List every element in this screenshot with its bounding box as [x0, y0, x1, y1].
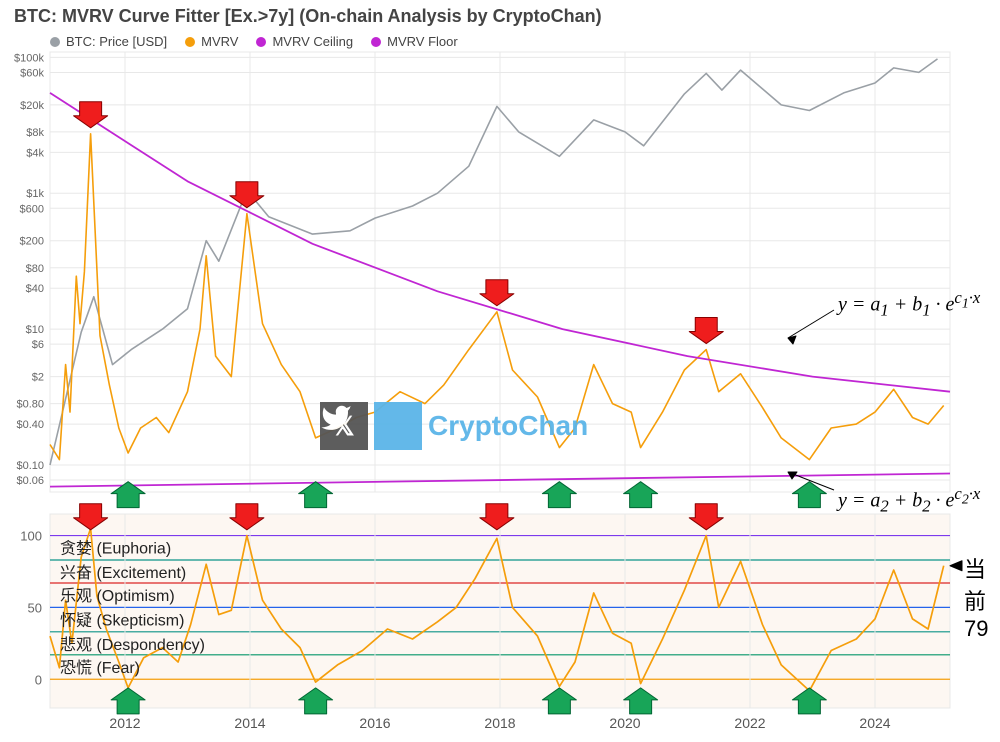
current-value-annotation: 当前79 [964, 552, 1000, 642]
watermark-text: CryptoChan [428, 410, 588, 442]
overlay-arrows [0, 0, 1000, 742]
watermark: 𝕏 CryptoChan [320, 402, 588, 450]
formula-floor: y = a2 + b2 · ec2·x [838, 484, 980, 517]
formula-ceiling: y = a1 + b1 · ec1·x [838, 288, 980, 321]
twitter-icon [374, 402, 422, 450]
